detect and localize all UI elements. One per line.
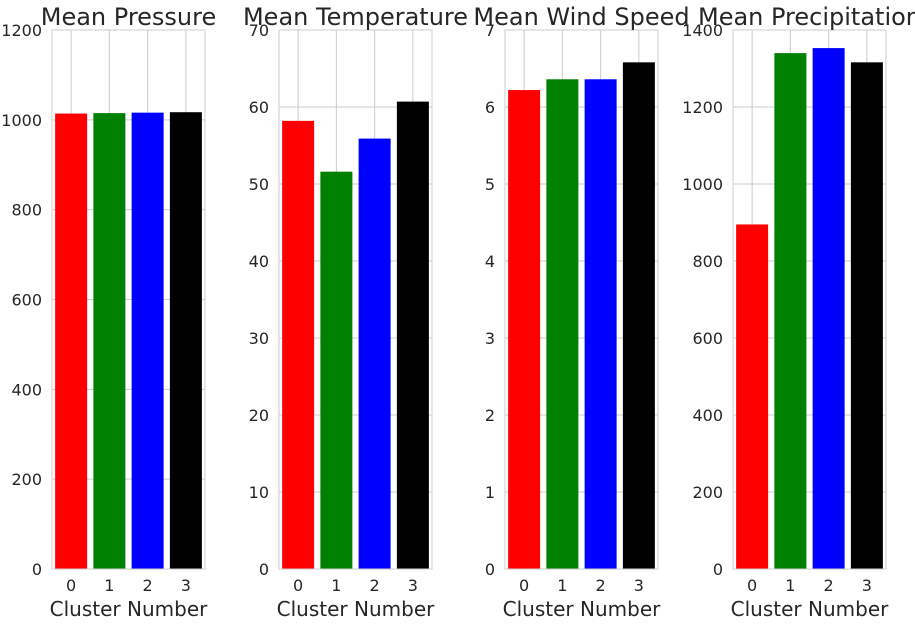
y-tick-label: 800 xyxy=(692,252,723,271)
x-tick-label: 1 xyxy=(331,576,341,595)
x-axis-label: Cluster Number xyxy=(50,597,208,621)
bar-cluster-0 xyxy=(508,90,541,569)
chart-panel-1: 0 10 20 30 40 50 60 70 0 1 2 3 Mean Temperature Clust… xyxy=(243,3,468,621)
bar-cluster-2 xyxy=(584,79,617,569)
axes-frame xyxy=(504,29,659,570)
chart-title: Mean Wind Speed xyxy=(473,3,689,31)
y-tick-label: 20 xyxy=(249,406,269,425)
x-tick-label: 0 xyxy=(519,576,529,595)
axes-frame xyxy=(278,29,433,570)
bar-cluster-2 xyxy=(131,112,164,569)
chart-panel-0: 0 200 400 600 800 1000 1200 0 1 2 3 Mean Pressure Cl… xyxy=(1,3,216,621)
bar-cluster-1 xyxy=(546,79,579,569)
bar-cluster-2 xyxy=(358,138,391,569)
x-tick-label: 2 xyxy=(143,576,153,595)
x-axis-label: Cluster Number xyxy=(277,597,435,621)
y-tick-label: 1200 xyxy=(1,21,42,40)
y-tick-label: 0 xyxy=(32,560,42,579)
y-tick-label: 800 xyxy=(11,201,42,220)
y-tick-label: 70 xyxy=(249,21,269,40)
x-tick-label: 1 xyxy=(104,576,114,595)
bar-cluster-3 xyxy=(622,62,655,570)
x-tick-label: 0 xyxy=(293,576,303,595)
y-tick-label: 5 xyxy=(485,175,495,194)
y-tick-label: 7 xyxy=(485,21,495,40)
chart-title: Mean Pressure xyxy=(41,3,217,31)
chart-panel-3: 0 200 400 600 800 1000 1200 1400 0 1 2 3 Mean Precip… xyxy=(682,3,915,621)
y-tick-label: 1200 xyxy=(682,98,723,117)
y-tick-label: 50 xyxy=(249,175,269,194)
bar-cluster-3 xyxy=(850,62,883,570)
y-tick-label: 3 xyxy=(485,329,495,348)
bar-cluster-0 xyxy=(55,113,88,570)
y-tick-label: 0 xyxy=(259,560,269,579)
y-tick-label: 30 xyxy=(249,329,269,348)
x-tick-label: 1 xyxy=(557,576,567,595)
x-tick-label: 3 xyxy=(862,576,872,595)
y-tick-label: 1400 xyxy=(682,21,723,40)
y-tick-label: 600 xyxy=(11,291,42,310)
bar-cluster-0 xyxy=(282,120,315,570)
x-axis-label: Cluster Number xyxy=(731,597,889,621)
x-tick-label: 3 xyxy=(408,576,418,595)
x-tick-label: 3 xyxy=(634,576,644,595)
y-tick-label: 2 xyxy=(485,406,495,425)
x-tick-label: 1 xyxy=(785,576,795,595)
chart-panel-2: 0 1 2 3 4 5 6 7 0 1 2 3 Mean Wind Speed Cluster Numbe… xyxy=(473,3,689,621)
x-tick-label: 2 xyxy=(596,576,606,595)
bar-cluster-3 xyxy=(396,101,429,570)
bar-cluster-1 xyxy=(774,53,807,570)
y-tick-label: 1000 xyxy=(682,175,723,194)
y-tick-label: 200 xyxy=(11,470,42,489)
y-tick-label: 400 xyxy=(11,380,42,399)
bar-cluster-2 xyxy=(812,48,845,570)
y-tick-label: 10 xyxy=(249,483,269,502)
y-tick-label: 6 xyxy=(485,98,495,117)
y-tick-label: 600 xyxy=(692,329,723,348)
y-tick-label: 0 xyxy=(713,560,723,579)
y-tick-label: 1 xyxy=(485,483,495,502)
y-tick-label: 40 xyxy=(249,252,269,271)
chart-title: Mean Temperature xyxy=(243,3,468,31)
y-tick-label: 400 xyxy=(692,406,723,425)
bar-cluster-3 xyxy=(169,112,202,569)
y-tick-label: 4 xyxy=(485,252,495,271)
bar-cluster-1 xyxy=(320,171,353,569)
x-tick-label: 2 xyxy=(370,576,380,595)
bar-cluster-0 xyxy=(736,224,769,570)
x-tick-label: 0 xyxy=(747,576,757,595)
x-axis-label: Cluster Number xyxy=(503,597,661,621)
axes-frame xyxy=(51,29,206,570)
y-tick-label: 0 xyxy=(485,560,495,579)
bar-cluster-1 xyxy=(93,113,126,570)
chart-title: Mean Precipitation xyxy=(698,3,915,31)
y-tick-label: 200 xyxy=(692,483,723,502)
x-tick-label: 2 xyxy=(824,576,834,595)
y-tick-label: 60 xyxy=(249,98,269,117)
x-tick-label: 0 xyxy=(66,576,76,595)
axes-frame xyxy=(732,29,887,570)
y-tick-label: 1000 xyxy=(1,111,42,130)
x-tick-label: 3 xyxy=(181,576,191,595)
